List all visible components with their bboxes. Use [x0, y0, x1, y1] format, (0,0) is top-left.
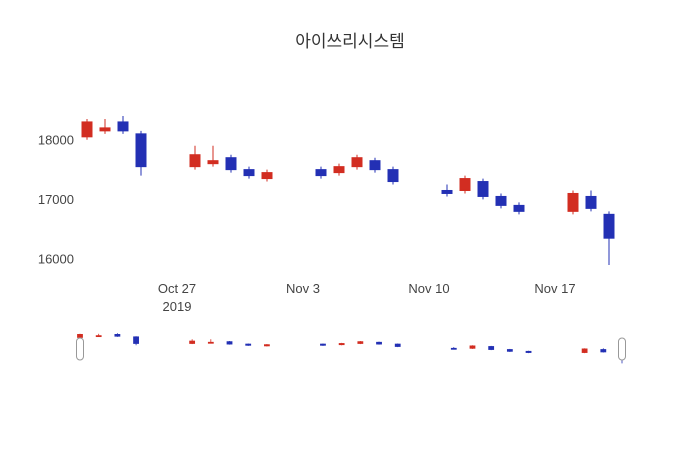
rangeslider-candle[interactable]: [207, 339, 214, 344]
rangeslider-candle[interactable]: [469, 345, 476, 349]
rangeslider-candle[interactable]: [581, 348, 588, 354]
x-axis: Oct 27 2019 Nov 3 Nov 10 Nov 17: [158, 281, 576, 314]
rangeslider-candle[interactable]: [114, 333, 121, 337]
rangeslider-candle[interactable]: [263, 344, 270, 347]
rangeslider-handle-right[interactable]: [618, 337, 626, 361]
rangeslider-candle[interactable]: [488, 345, 495, 351]
rangeslider-handle-left[interactable]: [76, 337, 84, 361]
y-tick-label: 16000: [38, 252, 74, 267]
y-tick-label: 17000: [38, 192, 74, 207]
rangeslider-candle[interactable]: [338, 342, 345, 346]
rangeslider-candle[interactable]: [320, 343, 326, 346]
y-tick-label: 18000: [38, 132, 74, 147]
plot-area[interactable]: [81, 115, 615, 266]
candle[interactable]: [189, 145, 201, 170]
candle[interactable]: [369, 157, 381, 173]
candle[interactable]: [351, 154, 363, 170]
chart-title: 아이쓰리시스템: [295, 32, 404, 51]
candle[interactable]: [567, 190, 579, 215]
rangeslider-candle[interactable]: [394, 343, 401, 348]
candle[interactable]: [207, 145, 219, 167]
candle[interactable]: [315, 166, 327, 179]
candle[interactable]: [99, 118, 111, 134]
candle[interactable]: [513, 202, 525, 215]
y-axis: 18000 17000 16000: [38, 132, 74, 266]
candle[interactable]: [225, 154, 237, 173]
candle[interactable]: [459, 175, 471, 194]
x-tick-year-label: 2019: [163, 299, 192, 314]
rangeslider-candle[interactable]: [357, 341, 364, 345]
candle[interactable]: [243, 166, 255, 179]
rangeslider-candle[interactable]: [450, 347, 457, 350]
candle[interactable]: [261, 169, 273, 182]
rangeslider-candle[interactable]: [376, 341, 382, 345]
candle[interactable]: [81, 118, 93, 140]
rangeslider-candle[interactable]: [245, 343, 252, 346]
candle[interactable]: [495, 193, 507, 209]
rangeslider-candle[interactable]: [506, 348, 513, 352]
x-tick-label: Nov 3: [286, 281, 320, 296]
rangeslider-candle[interactable]: [95, 333, 102, 338]
candle[interactable]: [135, 130, 147, 176]
candle[interactable]: [603, 211, 615, 266]
x-tick-label: Nov 17: [534, 281, 575, 296]
rangeslider-candle[interactable]: [226, 341, 233, 345]
x-tick-label: Nov 10: [408, 281, 449, 296]
rangeslider-candle[interactable]: [133, 336, 139, 346]
x-tick-label: Oct 27: [158, 281, 196, 296]
candle[interactable]: [441, 184, 453, 197]
candle[interactable]: [333, 163, 345, 176]
candle[interactable]: [477, 178, 489, 200]
rangeslider[interactable]: [76, 333, 626, 364]
candle[interactable]: [387, 166, 399, 185]
rangeslider-candle[interactable]: [189, 339, 196, 345]
rangeslider-candle[interactable]: [600, 348, 607, 353]
rangeslider-candle[interactable]: [77, 333, 83, 339]
rangeslider-candle[interactable]: [525, 350, 532, 354]
candle[interactable]: [117, 115, 129, 134]
candle[interactable]: [585, 190, 597, 212]
